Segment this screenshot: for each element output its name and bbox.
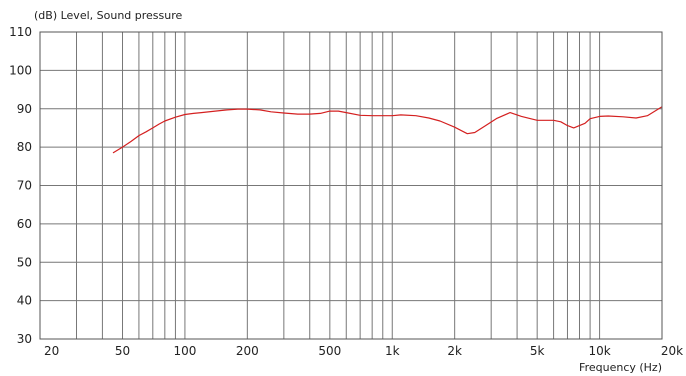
x-tick-label: 20 xyxy=(44,344,59,358)
y-tick-label: 40 xyxy=(17,294,32,308)
y-axis-title: (dB) Level, Sound pressure xyxy=(34,9,183,22)
y-tick-label: 100 xyxy=(9,63,32,77)
x-tick-label: 20k xyxy=(661,344,683,358)
y-tick-label: 30 xyxy=(17,332,32,346)
series-layer xyxy=(112,106,663,154)
y-tick-label: 110 xyxy=(9,25,32,39)
response-curve xyxy=(112,106,663,154)
y-tick-label: 60 xyxy=(17,217,32,231)
x-tick-label: 1k xyxy=(385,344,400,358)
y-tick-label: 90 xyxy=(17,102,32,116)
tick-labels: 30 40 50 60 70 80 90 100 110 20 50 100 200 500 1k 2k 5k 1… xyxy=(9,25,683,358)
x-tick-label: 500 xyxy=(318,344,341,358)
x-axis-title: Frequency (Hz) xyxy=(579,361,662,374)
grid xyxy=(40,31,662,340)
x-tick-label: 50 xyxy=(115,344,130,358)
x-tick-label: 100 xyxy=(173,344,196,358)
y-tick-label: 50 xyxy=(17,255,32,269)
y-tick-label: 70 xyxy=(17,179,32,193)
x-tick-label: 200 xyxy=(236,344,259,358)
x-tick-label: 2k xyxy=(447,344,462,358)
plot-frame xyxy=(39,31,663,340)
x-tick-label: 5k xyxy=(530,344,545,358)
x-tick-label: 10k xyxy=(588,344,610,358)
y-tick-label: 80 xyxy=(17,140,32,154)
